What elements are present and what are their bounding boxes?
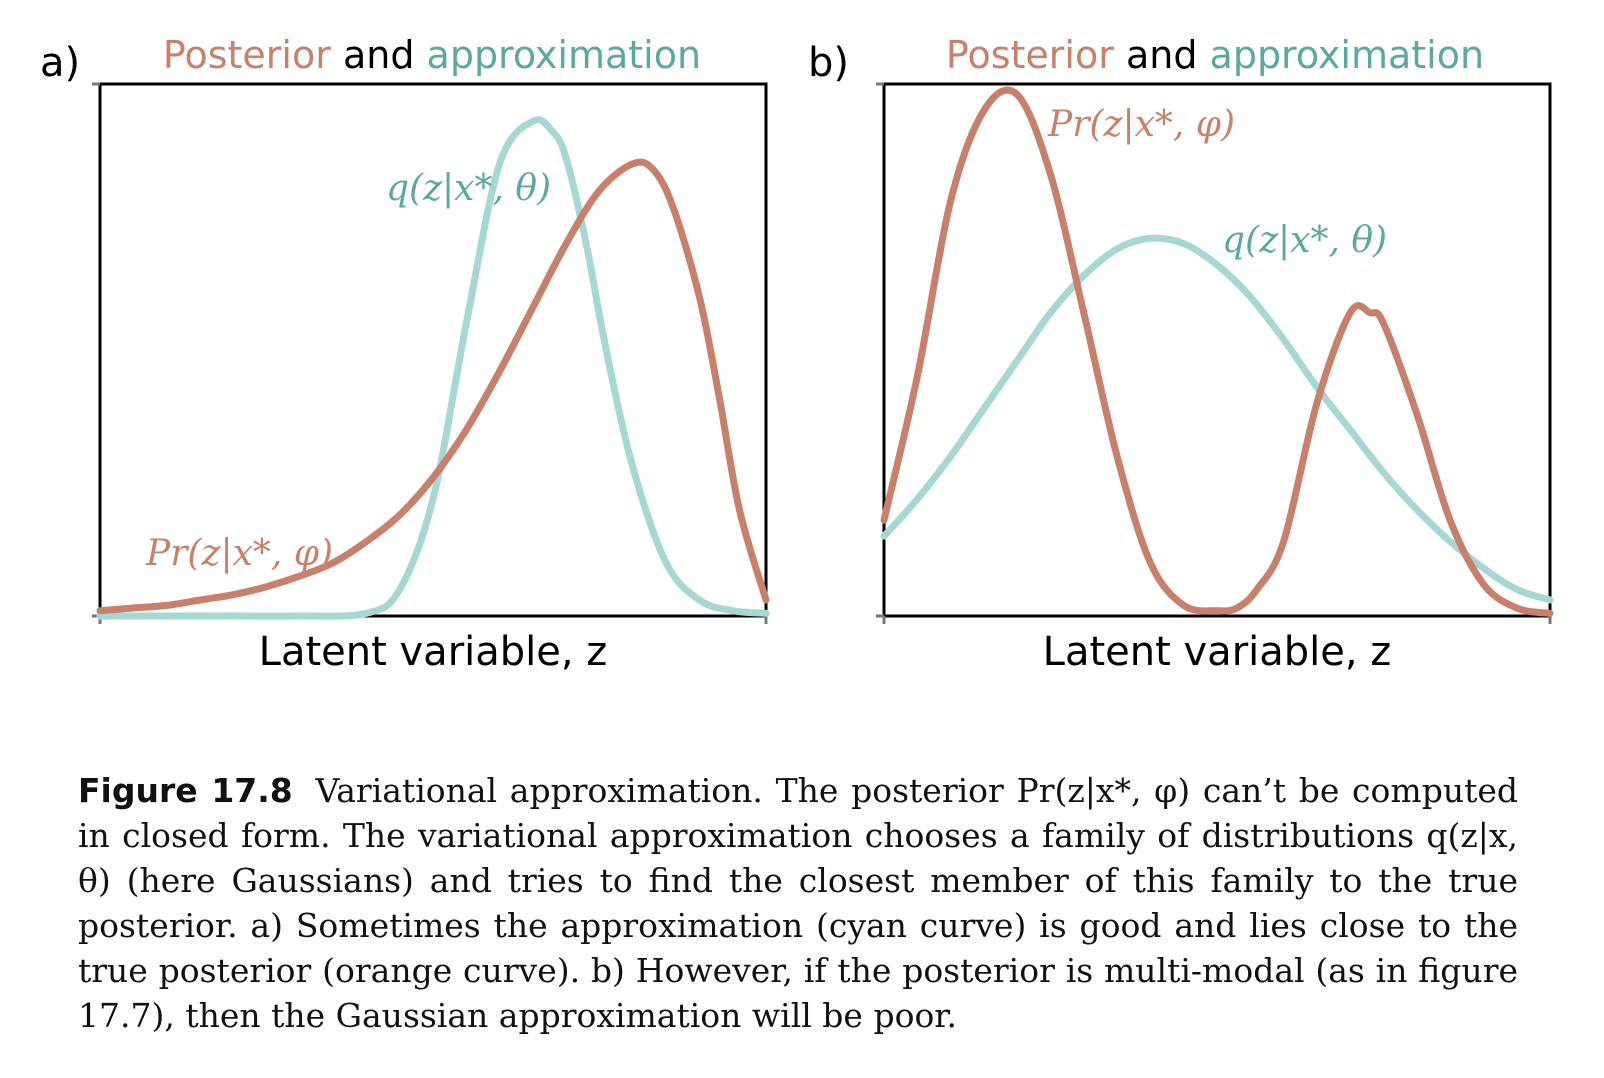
panel-b-x-axis-label: Latent variable, z [1043,629,1392,675]
caption-text: Variational approximation. The posterior… [78,771,1518,1035]
caption-figure-label: Figure 17.8 [78,771,293,810]
panel-b-title-approximation: approximation [1210,33,1485,77]
panel-b: b) Posterior and approximation Pr(z|x*, … [808,33,1554,675]
panel-a-x-axis-label: Latent variable, z [259,629,608,675]
panel-b-curves [880,86,1554,617]
panel-b-title-posterior: Posterior [946,33,1114,77]
panel-a-posterior-curve [96,158,770,615]
panel-b-title: Posterior and approximation [946,33,1484,77]
panel-b-title-and: and [1114,33,1210,77]
panel-b-posterior-label: Pr(z|x*, φ) [1047,104,1235,145]
panel-a-letter: a) [40,40,80,86]
panel-a-curves [96,116,770,620]
panel-a-title-and: and [331,33,427,77]
panel-a-title-posterior: Posterior [163,33,331,77]
panel-a-title: Posterior and approximation [163,33,701,77]
figure: a) Posterior and approximation q(z|x*, θ… [40,33,1554,675]
panel-b-approximation-curve [880,234,1554,604]
panel-b-letter: b) [808,40,849,86]
panel-a-plot-frame [98,82,768,618]
figure-caption: Figure 17.8 Variational approximation. T… [78,768,1518,1038]
panel-a: a) Posterior and approximation q(z|x*, θ… [40,33,770,675]
panel-b-posterior-curve [880,86,1554,617]
panel-b-q-label: q(z|x*, θ) [1222,220,1387,261]
panel-a-q-label: q(z|x*, θ) [386,168,551,209]
panel-a-approximation-curve [96,116,770,620]
panel-a-title-approximation: approximation [427,33,702,77]
panel-b-plot-frame [882,82,1552,618]
panel-a-posterior-label: Pr(z|x*, φ) [145,533,333,574]
